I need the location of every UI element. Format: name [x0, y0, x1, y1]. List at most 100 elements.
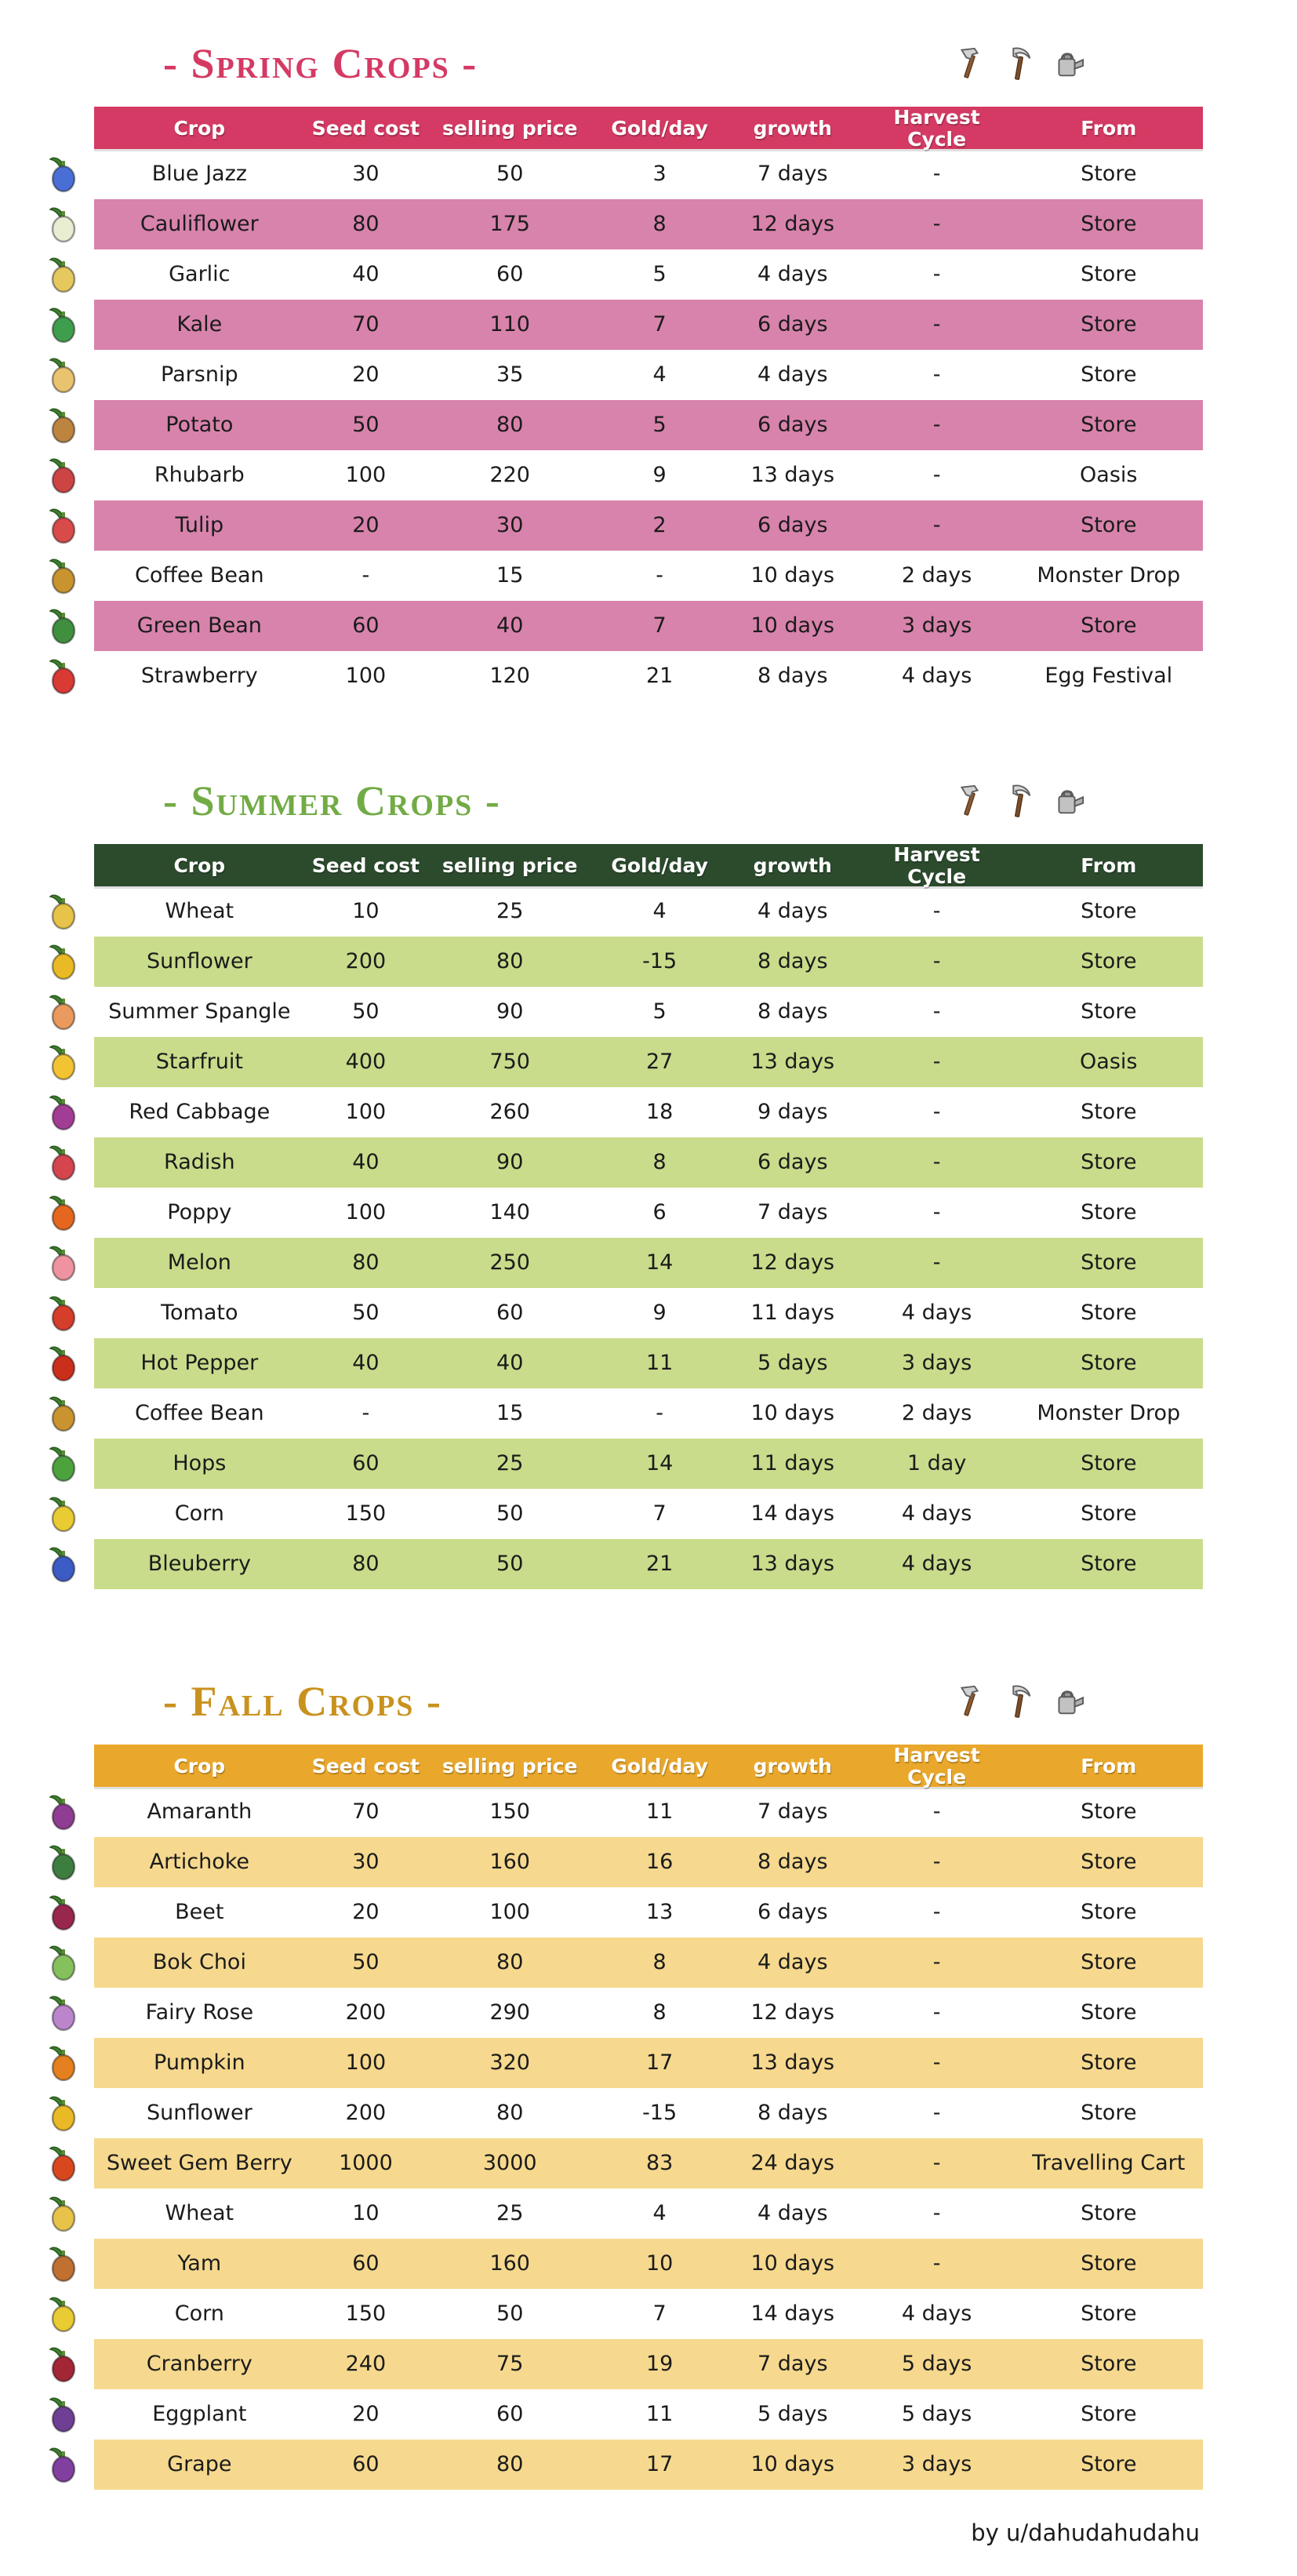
- seed-cost-cell: 50: [352, 1950, 380, 1975]
- artichoke-icon: [45, 1843, 82, 1882]
- scythe-icon: [1001, 45, 1037, 82]
- watering-can-icon: [1049, 783, 1085, 819]
- selling-price-cell: 50: [496, 2301, 524, 2327]
- from-cell: Store: [1081, 949, 1137, 974]
- gold-per-day-cell: 19: [645, 2352, 674, 2377]
- strawberry-icon: [45, 657, 82, 696]
- crop-cell: Parsnip: [161, 362, 238, 387]
- table-row: Yam 60 160 10 10 days - Store: [49, 2239, 1203, 2289]
- selling-price-cell: 250: [489, 1250, 530, 1275]
- seed-cost-cell: 1000: [339, 2151, 393, 2176]
- gold-per-day-cell: 21: [645, 1552, 674, 1577]
- red-cabbage-icon: [45, 1093, 82, 1132]
- gold-per-day-cell: 4: [652, 899, 667, 924]
- gold-per-day-cell: 14: [645, 1250, 674, 1275]
- table-row: Corn 150 50 7 14 days 4 days Store: [49, 2289, 1203, 2339]
- crop-cell: Hot Pepper: [140, 1351, 259, 1376]
- crop-cell: Strawberry: [140, 664, 258, 689]
- column-header-crop: Crop: [173, 1754, 226, 1777]
- watering-can-icon: [1049, 1683, 1085, 1719]
- column-header-from: From: [1081, 853, 1137, 877]
- harvest-cycle-cell: -: [932, 1850, 941, 1875]
- gold-per-day-cell: 2: [652, 513, 667, 538]
- table-row: Bok Choi 50 80 8 4 days - Store: [49, 1937, 1203, 1988]
- table-row: Eggplant 20 60 11 5 days 5 days Store: [49, 2389, 1203, 2440]
- hot-pepper-icon: [45, 1344, 82, 1383]
- gold-per-day-cell: -15: [642, 2101, 678, 2126]
- seed-cost-cell: 10: [352, 2201, 380, 2226]
- hoe-icon: [952, 1683, 988, 1719]
- table-row: Sunflower 200 80 -15 8 days - Store: [49, 2088, 1203, 2138]
- tool-icons: [952, 45, 1085, 82]
- crop-cell: Rhubarb: [154, 463, 245, 488]
- harvest-cycle-cell: 3 days: [901, 2452, 972, 2477]
- from-cell: Travelling Cart: [1032, 2151, 1186, 2176]
- growth-cell: 8 days: [757, 2101, 828, 2126]
- seed-cost-cell: -: [361, 563, 370, 588]
- tomato-icon: [45, 1293, 82, 1333]
- selling-price-cell: 100: [489, 1900, 530, 1925]
- table-row: Rhubarb 100 220 9 13 days - Oasis: [49, 450, 1203, 500]
- selling-price-cell: 80: [496, 2101, 524, 2126]
- growth-cell: 7 days: [757, 162, 828, 187]
- harvest-cycle-cell: -: [932, 1250, 941, 1275]
- seed-cost-cell: 80: [352, 212, 380, 237]
- harvest-cycle-cell: -: [932, 312, 941, 337]
- sunflower-icon: [45, 942, 82, 981]
- table-row: Cranberry 240 75 19 7 days 5 days Store: [49, 2339, 1203, 2389]
- harvest-cycle-cell: -: [932, 413, 941, 438]
- parsnip-icon: [45, 355, 82, 395]
- harvest-cycle-cell: -: [932, 2050, 941, 2076]
- harvest-cycle-cell: 4 days: [901, 664, 972, 689]
- seed-cost-cell: 60: [352, 1451, 380, 1476]
- seed-cost-cell: 200: [345, 2000, 387, 2025]
- harvest-cycle-cell: 3 days: [901, 1351, 972, 1376]
- scythe-icon: [1001, 1683, 1037, 1719]
- selling-price-cell: 50: [496, 1501, 524, 1526]
- seed-cost-cell: 40: [352, 262, 380, 287]
- selling-price-cell: 80: [496, 949, 524, 974]
- from-cell: Egg Festival: [1045, 664, 1173, 689]
- crop-cell: Wheat: [165, 2201, 234, 2226]
- crop-cell: Coffee Bean: [135, 1401, 264, 1426]
- growth-cell: 5 days: [757, 1351, 828, 1376]
- gold-per-day-cell: 5: [652, 262, 667, 287]
- table-header-row: Crop Seed cost selling price Gold/day growth…: [94, 1745, 1203, 1788]
- selling-price-cell: 75: [496, 2352, 524, 2377]
- gold-per-day-cell: 8: [652, 1950, 667, 1975]
- seed-cost-cell: 100: [345, 1200, 387, 1225]
- gold-per-day-cell: 7: [652, 1501, 667, 1526]
- from-cell: Store: [1081, 312, 1137, 337]
- harvest-cycle-cell: -: [932, 2101, 941, 2126]
- fairy-rose-icon: [45, 1993, 82, 2032]
- table-row: Hot Pepper 40 40 11 5 days 3 days Store: [49, 1338, 1203, 1388]
- selling-price-cell: 260: [489, 1100, 530, 1125]
- section-spring-crops: - Spring Crops - Crop Seed cost selling pri…: [49, 20, 1203, 701]
- amaranth-icon: [45, 1792, 82, 1832]
- harvest-cycle-cell: -: [932, 1900, 941, 1925]
- crop-cell: Radish: [164, 1150, 235, 1175]
- crop-cell: Grape: [167, 2452, 232, 2477]
- growth-cell: 8 days: [757, 1850, 828, 1875]
- table-row: Garlic 40 60 5 4 days - Store: [49, 249, 1203, 300]
- coffee-bean-icon: [45, 556, 82, 595]
- seed-cost-cell: 30: [352, 162, 380, 187]
- table-row: Radish 40 90 8 6 days - Store: [49, 1137, 1203, 1188]
- column-header-crop: Crop: [173, 853, 226, 877]
- hops-icon: [45, 1444, 82, 1483]
- growth-cell: 6 days: [757, 413, 828, 438]
- growth-cell: 4 days: [757, 1950, 828, 1975]
- seed-cost-cell: 80: [352, 1552, 380, 1577]
- seed-cost-cell: 30: [352, 1850, 380, 1875]
- table-row: Bleuberry 80 50 21 13 days 4 days Store: [49, 1539, 1203, 1589]
- crop-cell: Cauliflower: [140, 212, 259, 237]
- column-header-from: From: [1081, 116, 1137, 140]
- crop-cell: Garlic: [169, 262, 231, 287]
- selling-price-cell: 80: [496, 413, 524, 438]
- table-row: Poppy 100 140 6 7 days - Store: [49, 1188, 1203, 1238]
- section-title: - Fall Crops -: [163, 1678, 442, 1725]
- melon-icon: [45, 1243, 82, 1283]
- starfruit-icon: [45, 1042, 82, 1082]
- from-cell: Store: [1081, 2101, 1137, 2126]
- bleuberry-icon: [45, 1545, 82, 1584]
